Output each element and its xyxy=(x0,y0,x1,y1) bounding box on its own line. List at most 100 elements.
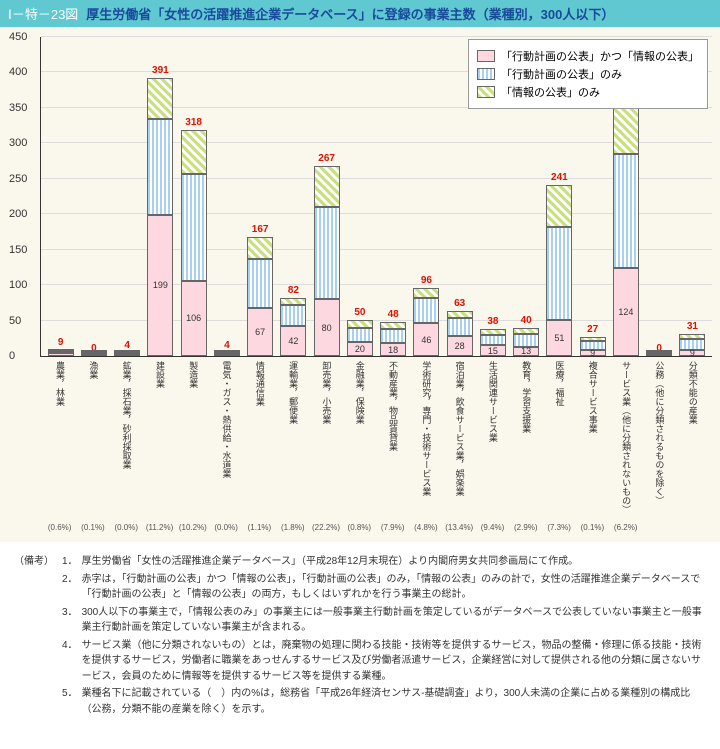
x-axis-pct: (22.2%) xyxy=(312,523,340,532)
segment-value: 106 xyxy=(186,313,201,323)
bar-segment: 46 xyxy=(413,323,439,356)
bar-total-label: 167 xyxy=(252,224,269,235)
note-item: 2．赤字は，「行動計画の公表」かつ「情報の公表」，「行動計画の公表」のみ，「情報… xyxy=(62,572,706,603)
bar-segment xyxy=(447,311,473,318)
bar-segment xyxy=(546,227,572,319)
ytick: 150 xyxy=(9,244,27,256)
bar-col: 4 xyxy=(211,350,242,356)
segment-value: 20 xyxy=(355,344,365,354)
notes: （備考） 1．厚生労働省「女性の活躍推進企業データベース」（平成28年12月末現… xyxy=(0,542,720,731)
bar-col: 366124 xyxy=(610,96,641,356)
bar-segment: 199 xyxy=(147,215,173,357)
bar-segment xyxy=(413,298,439,323)
x-axis-label: 金融業，保険業 xyxy=(354,361,365,521)
ytick: 300 xyxy=(9,137,27,149)
x-axis-pct: (2.9%) xyxy=(514,523,538,532)
bar-col: 26780 xyxy=(311,166,342,356)
bar-segment xyxy=(280,305,306,326)
x-axis-label: 製造業 xyxy=(187,361,198,521)
bar-col: 8242 xyxy=(278,298,309,356)
x-axis-pct: (0.8%) xyxy=(348,523,372,532)
ytick: 200 xyxy=(9,208,27,220)
x-axis-pct: (1.8%) xyxy=(281,523,305,532)
x-axis-label: 建設業 xyxy=(154,361,165,521)
segment-value: 42 xyxy=(288,336,298,346)
segment-value: 28 xyxy=(455,341,465,351)
bar-total-label: 318 xyxy=(185,117,202,128)
legend-label-3: 「情報の公表」のみ xyxy=(501,84,600,100)
x-axis-label: 複合サービス事業 xyxy=(587,361,598,521)
x-axis-label: 鉱業，採石業，砂利採取業 xyxy=(121,361,132,521)
bar-total-label: 40 xyxy=(521,315,532,326)
x-axis-label: 不動産業，物品賃貸業 xyxy=(387,361,398,521)
bar-segment xyxy=(347,328,373,342)
bar-segment: 15 xyxy=(480,345,506,356)
bar-total-label: 9 xyxy=(58,337,64,348)
figure-title: 厚生労働省「女性の活躍推進企業データベース」に登録の事業主数（業種別，300人以… xyxy=(86,4,614,23)
bar-col: 0 xyxy=(78,350,109,356)
x-axis-pct: (0.0%) xyxy=(214,523,238,532)
notes-label: （備考） xyxy=(14,554,54,719)
x-axis-label: 教育，学習支援業 xyxy=(520,361,531,521)
bar-total-label: 63 xyxy=(454,298,465,309)
x-axis-label: 分類不能の産業 xyxy=(687,361,698,521)
segment-value: 9 xyxy=(690,348,695,358)
bar-col: 4 xyxy=(112,350,143,356)
x-axis-label: 医療，福祉 xyxy=(554,361,565,521)
x-axis-pct: (0.1%) xyxy=(581,523,605,532)
bar-total-label: 391 xyxy=(152,65,169,76)
note-item: 3．300人以下の事業主で，「情報公表のみ」の事業主には一般事業主行動計画を策定… xyxy=(62,605,706,636)
x-axis-label: 学術研究，専門・技術サービス業 xyxy=(421,361,432,521)
x-axis-label: サービス業（他に分類されないもの） xyxy=(620,361,631,521)
bar-segment xyxy=(380,322,406,329)
bar-total-label: 38 xyxy=(487,316,498,327)
bar-segment xyxy=(380,329,406,343)
bar-total-label: 50 xyxy=(354,307,365,318)
x-axis-pct: (1.1%) xyxy=(248,523,272,532)
bar-segment: 80 xyxy=(314,299,340,356)
ytick: 350 xyxy=(9,102,27,114)
bar-total-label: 31 xyxy=(687,321,698,332)
bar-segment xyxy=(646,354,672,356)
bar-col: 4013 xyxy=(511,328,542,356)
bar-segment xyxy=(48,353,74,356)
bar-col: 24151 xyxy=(544,185,575,356)
bar-segment xyxy=(214,354,240,356)
bar-segment: 28 xyxy=(447,336,473,356)
x-axis-pct: (0.6%) xyxy=(48,523,72,532)
x-axis-label: 農業，林業 xyxy=(54,361,65,521)
figure-id: Ⅰ－特－23図 xyxy=(8,4,78,23)
x-axis-label: 卸売業，小売業 xyxy=(321,361,332,521)
segment-value: 80 xyxy=(322,323,332,333)
bar-segment: 51 xyxy=(546,320,572,356)
legend-swatch-1 xyxy=(477,50,495,62)
bar-segment: 67 xyxy=(247,308,273,356)
bar-segment: 13 xyxy=(513,347,539,356)
segment-value: 9 xyxy=(590,348,595,358)
bar-col: 279 xyxy=(577,337,608,356)
bar-col: 0 xyxy=(644,350,675,356)
legend: 「行動計画の公表」かつ「情報の公表」 「行動計画の公表」のみ 「情報の公表」のみ xyxy=(468,39,708,109)
segment-value: 18 xyxy=(388,345,398,355)
bar-col: 9646 xyxy=(411,288,442,356)
bar-col: 319 xyxy=(677,334,708,356)
bar-segment: 20 xyxy=(347,342,373,356)
segment-value: 46 xyxy=(421,335,431,345)
bar-col: 5020 xyxy=(344,320,375,356)
ytick: 0 xyxy=(9,350,15,362)
segment-value: 13 xyxy=(521,346,531,356)
bar-segment xyxy=(447,318,473,336)
bar-col: 3815 xyxy=(477,329,508,356)
bar-col: 16767 xyxy=(245,237,276,356)
bar-segment xyxy=(413,288,439,299)
legend-label-2: 「行動計画の公表」のみ xyxy=(501,66,622,82)
bar-segment xyxy=(147,119,173,215)
bar-segment xyxy=(480,335,506,346)
note-item: 5．業種名下に記載されている（ ）内の%は，総務省「平成26年経済センサス-基礎… xyxy=(62,686,706,717)
x-axis-pct: (10.2%) xyxy=(179,523,207,532)
x-axis-label: 公務（他に分類されるものを除く） xyxy=(654,361,665,521)
bar-total-label: 27 xyxy=(587,324,598,335)
bar-segment: 18 xyxy=(380,343,406,356)
x-axis-label: 宿泊業，飲食サービス業，娯楽業 xyxy=(454,361,465,521)
bar-col: 4818 xyxy=(378,322,409,356)
